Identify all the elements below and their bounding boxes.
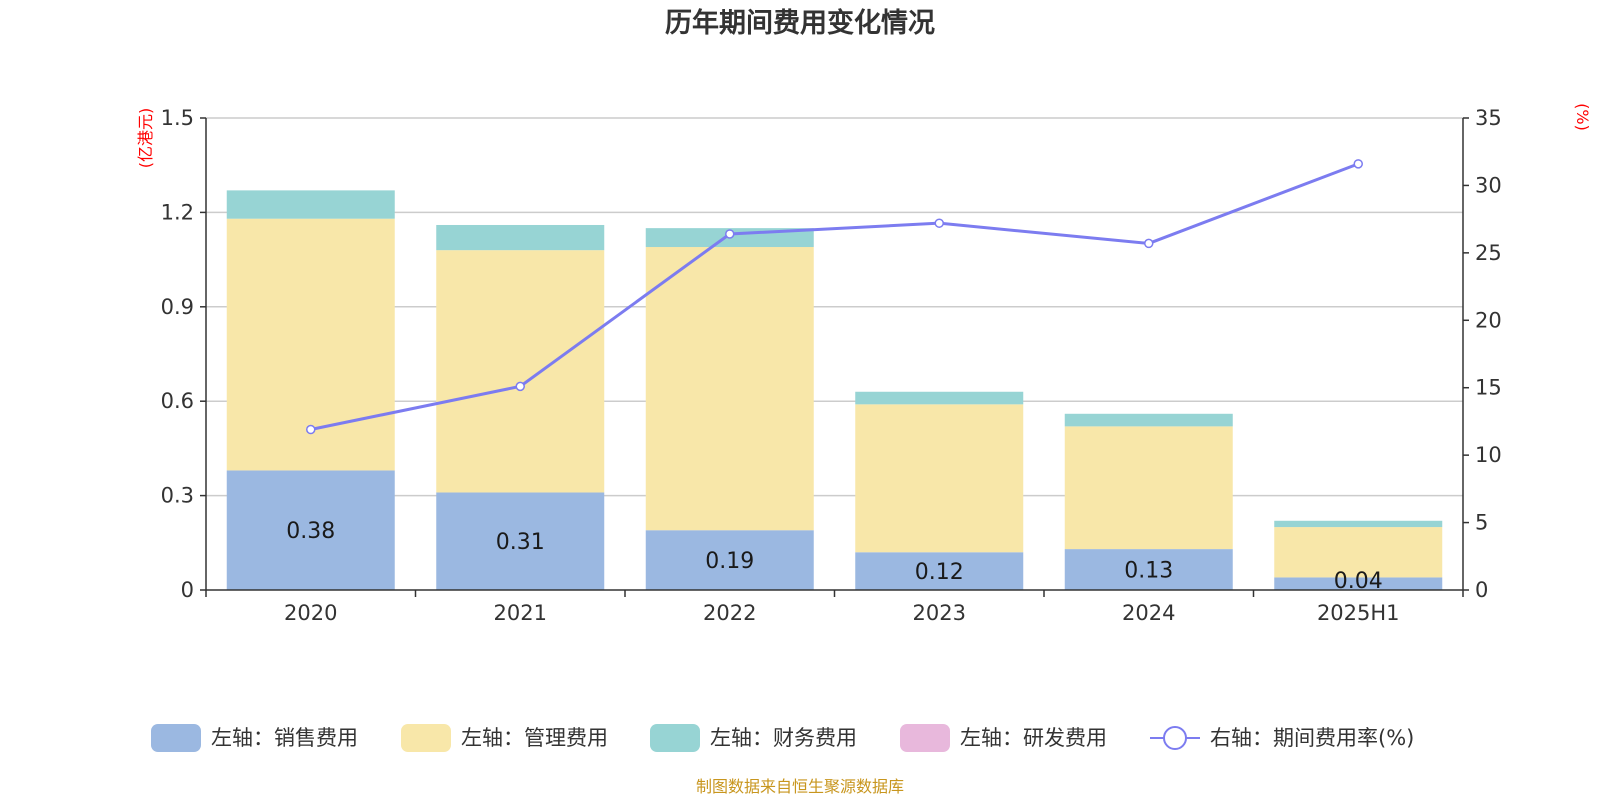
legend-label-2: 左轴：财务费用 xyxy=(710,726,857,750)
left-tick-label: 0.3 xyxy=(161,484,194,508)
bar-2-2021 xyxy=(436,224,605,251)
x-tick-label: 2023 xyxy=(913,601,966,625)
bar-1-2021 xyxy=(436,250,605,493)
legend-circle-marker xyxy=(1163,726,1187,750)
bar-2-2025H1 xyxy=(1274,520,1443,528)
legend-label-0: 左轴：销售费用 xyxy=(211,726,358,750)
left-tick-label: 0 xyxy=(181,578,194,602)
legend-swatch-0 xyxy=(151,724,201,752)
bar-2-2024 xyxy=(1064,413,1233,427)
bar-0-2025H1 xyxy=(1274,577,1443,590)
bar-0-2020 xyxy=(226,470,395,590)
bar-label: 0.13 xyxy=(1124,559,1173,584)
bar-0-2024 xyxy=(1064,549,1233,590)
right-tick-label: 10 xyxy=(1475,443,1502,467)
bar-0-2023 xyxy=(855,552,1024,590)
rate-point xyxy=(1144,238,1154,249)
bar-label: 0.12 xyxy=(915,560,964,585)
bar-label: 0.38 xyxy=(286,519,335,544)
x-tick-label: 2021 xyxy=(494,601,547,625)
x-tick-label: 2022 xyxy=(703,601,756,625)
rate-point xyxy=(1353,159,1363,169)
bar-0-2021 xyxy=(436,492,605,590)
bars: 0.38 0.310.19 0.12 0.13 0.04 xyxy=(226,190,1443,594)
legend-label-1: 左轴：管理费用 xyxy=(461,726,608,750)
bar-1-2025H1 xyxy=(1274,527,1443,578)
legend-swatch-2 xyxy=(650,724,700,752)
right-tick-label: 30 xyxy=(1475,173,1502,197)
left-tick-label: 0.9 xyxy=(161,295,194,319)
x-tick-label: 2024 xyxy=(1122,601,1175,625)
bar-1-2024 xyxy=(1064,426,1233,550)
right-tick-label: 35 xyxy=(1475,106,1502,130)
rate-point xyxy=(515,381,525,392)
rate-line-path xyxy=(310,162,1359,431)
rate-line xyxy=(306,159,1363,435)
rate-point xyxy=(725,229,735,239)
chart-title: 历年期间费用变化情况 xyxy=(665,7,935,39)
bar-label: 0.31 xyxy=(496,530,545,555)
right-tick-label: 20 xyxy=(1475,308,1502,332)
bar-2-2020 xyxy=(226,190,395,219)
bar-1-2023 xyxy=(855,404,1024,553)
right-tick-label: 15 xyxy=(1475,376,1502,400)
legend: 左轴：销售费用 左轴：管理费用 左轴：财务费用 左轴：研发费用 右轴：期间费用率(%) xyxy=(151,724,1414,752)
left-tick-label: 1.5 xyxy=(161,106,194,130)
bar-label: 0.19 xyxy=(705,549,754,574)
gridlines xyxy=(206,117,1463,497)
legend-swatch-3 xyxy=(900,724,950,752)
right-tick-label: 25 xyxy=(1475,241,1502,265)
left-tick-label: 1.2 xyxy=(161,200,194,224)
rate-point xyxy=(306,424,316,435)
right-tick-label: 5 xyxy=(1475,511,1488,535)
right-tick-label: 0 xyxy=(1475,578,1488,602)
right-axis-unit: (%) xyxy=(1573,103,1592,131)
x-tick-label: 2020 xyxy=(284,601,337,625)
bar-0-2022 xyxy=(645,530,814,590)
left-tick-label: 0.6 xyxy=(161,389,194,413)
bar-2-2023 xyxy=(855,391,1024,405)
rate-point xyxy=(934,218,944,228)
source-note: 制图数据来自恒生聚源数据库 xyxy=(696,777,904,796)
bar-1-2022 xyxy=(645,247,814,531)
legend-label-4: 右轴：期间费用率(%) xyxy=(1210,726,1414,750)
x-tick-label: 2025H1 xyxy=(1317,601,1400,625)
axes: 0 0.3 0.6 0.9 1.2 1.5 0 5 10 15 20 25 30 35 2020 2021 20… xyxy=(161,106,1502,625)
legend-swatch-1 xyxy=(401,724,451,752)
left-axis-unit: (亿港元) xyxy=(136,108,155,169)
legend-label-3: 左轴：研发费用 xyxy=(960,726,1107,750)
